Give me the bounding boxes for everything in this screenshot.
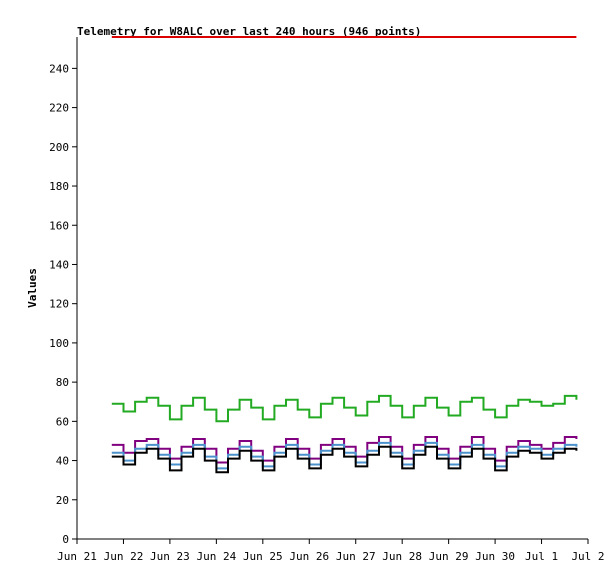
x-tick-label: Jun 27 [336, 550, 376, 563]
y-tick-label: 40 [56, 455, 69, 468]
y-tick-label: 120 [49, 298, 69, 311]
x-tick-label: Jul 1 [525, 550, 558, 563]
y-axis-label: Values [26, 268, 39, 308]
series-line-2 [111, 394, 578, 423]
y-tick-label: 180 [49, 180, 69, 193]
y-tick-label: 200 [49, 141, 69, 154]
chart-title: Telemetry for W8ALC over last 240 hours … [77, 25, 421, 38]
y-tick-label: 60 [56, 415, 69, 428]
y-tick-label: 80 [56, 376, 69, 389]
x-tick-label: Jul 2 [571, 550, 604, 563]
x-tick-label: Jun 23 [150, 550, 190, 563]
x-axis-ticks: Jun 21 Jun 22 Jun 23 Jun 24 Jun 25 Jun 26 Jun … [57, 539, 605, 563]
series-line-5 [111, 445, 578, 474]
y-tick-label: 140 [49, 258, 69, 271]
x-tick-label: Jun 29 [429, 550, 469, 563]
x-tick-label: Jun 21 [57, 550, 97, 563]
x-tick-label: Jun 22 [104, 550, 144, 563]
y-tick-label: 240 [49, 62, 69, 75]
x-tick-label: Jun 28 [382, 550, 422, 563]
x-tick-label: Jun 24 [196, 550, 236, 563]
plot-area [111, 36, 578, 474]
y-tick-label: 160 [49, 219, 69, 232]
y-tick-label: 0 [62, 533, 69, 546]
x-tick-label: Jun 25 [243, 550, 283, 563]
x-tick-label: Jun 30 [475, 550, 515, 563]
y-tick-label: 100 [49, 337, 69, 350]
y-tick-label: 220 [49, 102, 69, 115]
y-tick-label: 20 [56, 494, 69, 507]
y-axis-ticks: 0 20 40 60 80 100 120 140 160 180 200 220 240 [49, 62, 77, 546]
x-tick-label: Jun 26 [289, 550, 329, 563]
